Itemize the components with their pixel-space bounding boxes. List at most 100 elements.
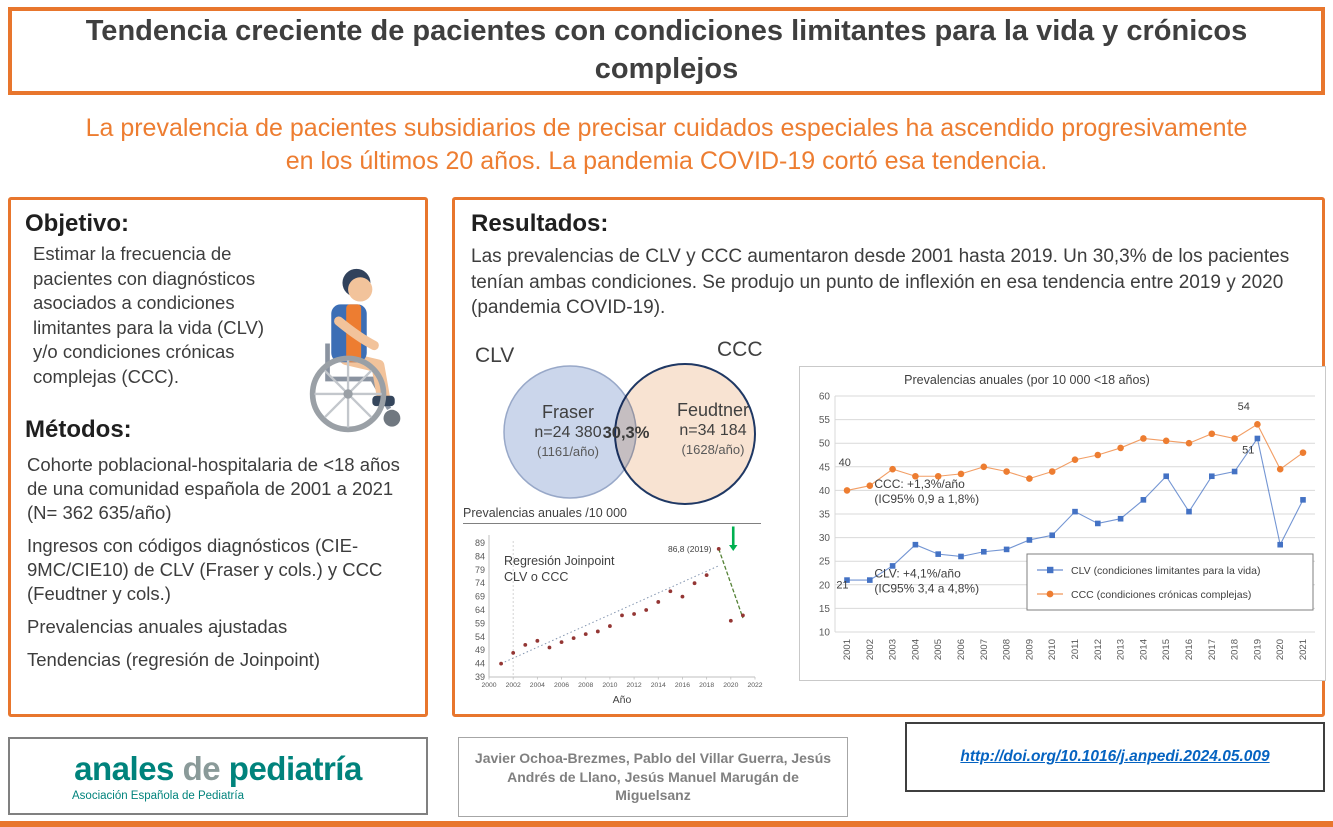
method-item: Prevalencias anuales ajustadas [27, 615, 288, 637]
svg-text:49: 49 [475, 645, 485, 655]
svg-text:39: 39 [475, 672, 485, 682]
svg-text:35: 35 [819, 510, 831, 521]
svg-text:2016: 2016 [675, 682, 690, 689]
doi-link[interactable]: http://doi.org/10.1016/j.anpedi.2024.05.… [960, 748, 1270, 765]
results-panel: Resultados: Las prevalencias de CLV y CC… [452, 197, 1326, 717]
objective-methods-panel: Objetivo: Estimar la frecuencia de pacie… [8, 197, 428, 717]
svg-text:(IC95% 3,4 a 4,8%): (IC95% 3,4 a 4,8%) [874, 582, 979, 596]
svg-text:51: 51 [1242, 445, 1254, 457]
svg-text:2015: 2015 [1161, 639, 1172, 660]
svg-text:2006: 2006 [956, 639, 967, 660]
poster-subtitle: La prevalencia de pacientes subsidiarios… [85, 114, 1248, 175]
svg-text:45: 45 [819, 462, 831, 473]
svg-text:2020: 2020 [1275, 639, 1286, 660]
venn-circles [503, 363, 756, 505]
svg-text:2008: 2008 [1002, 639, 1013, 660]
methods-list: Cohorte poblacional-hospitalaria de <18 … [25, 453, 411, 672]
authors-text: Javier Ochoa-Brezmes, Pablo del Villar G… [474, 749, 832, 804]
svg-text:59: 59 [475, 618, 485, 628]
svg-text:60: 60 [819, 392, 831, 403]
svg-text:2007: 2007 [979, 639, 990, 660]
svg-text:2002: 2002 [506, 682, 521, 689]
title-box: Tendencia creciente de pacientes con con… [8, 7, 1325, 95]
svg-text:2010: 2010 [602, 682, 617, 689]
venn-ccc-label: CCC [717, 338, 763, 361]
svg-text:2010: 2010 [1047, 639, 1058, 660]
svg-text:Regresión Joinpoint: Regresión Joinpoint [504, 554, 615, 568]
svg-text:CCC (condiciones crónicas comp: CCC (condiciones crónicas complejas) [1071, 589, 1251, 601]
svg-text:2013: 2013 [1116, 639, 1127, 660]
svg-text:Año: Año [613, 694, 632, 705]
venn-fraser-rate: (1161/año) [537, 444, 599, 459]
svg-text:64: 64 [475, 605, 485, 615]
svg-text:55: 55 [819, 415, 831, 426]
bottom-accent-bar [0, 821, 1333, 827]
joinpoint-chart: Prevalencias anuales /10 000 89 84 79 74 69 6… [463, 506, 765, 705]
method-item: Cohorte poblacional-hospitalaria de <18 … [27, 453, 400, 523]
svg-text:40: 40 [819, 486, 831, 497]
svg-text:2019: 2019 [1252, 639, 1263, 660]
methods-heading: Métodos: [25, 415, 132, 443]
method-item: Tendencias (regresión de Joinpoint) [27, 648, 321, 670]
method-item: Ingresos con códigos diagnósticos (CIE-9… [27, 534, 383, 604]
svg-text:20: 20 [819, 580, 831, 591]
poster-title: Tendencia creciente de pacientes con con… [85, 15, 1248, 85]
venn-overlap-value: 30,3% [602, 424, 650, 442]
svg-text:2009: 2009 [1024, 639, 1035, 660]
chart-legend: CLV (condiciones limitantes para la vida… [1026, 553, 1314, 611]
logo-pediatria: pediatría [228, 750, 363, 787]
svg-text:15: 15 [819, 604, 831, 615]
journal-logo: anales de pediatría [74, 750, 362, 788]
journal-logo-box: anales de pediatría Asociación Española … [8, 737, 428, 815]
svg-text:74: 74 [475, 578, 485, 588]
logo-anales: anales [74, 750, 174, 787]
svg-text:2012: 2012 [1093, 639, 1104, 660]
venn-diagram: CLV CCC Fraser n=24 380 (1161/año) 30,3%… [465, 332, 799, 514]
svg-text:21: 21 [836, 580, 848, 592]
wheelchair-person-icon [279, 256, 419, 446]
svg-text:2014: 2014 [651, 682, 666, 689]
results-heading: Resultados: [471, 210, 609, 237]
doi-box: http://doi.org/10.1016/j.anpedi.2024.05.… [905, 722, 1325, 792]
svg-text:79: 79 [475, 565, 485, 575]
objective-text: Estimar la frecuencia de pacientes con d… [33, 243, 264, 387]
svg-text:2006: 2006 [554, 682, 569, 689]
svg-text:2018: 2018 [1230, 639, 1241, 660]
svg-text:40: 40 [839, 457, 851, 469]
svg-text:2016: 2016 [1184, 639, 1195, 660]
svg-text:2011: 2011 [1070, 639, 1081, 659]
svg-text:CLV (condiciones limitantes pa: CLV (condiciones limitantes para la vida… [1071, 565, 1260, 577]
svg-text:2012: 2012 [627, 682, 642, 689]
svg-text:2003: 2003 [888, 639, 899, 660]
svg-text:CLV: +4,1%/año: CLV: +4,1%/año [874, 567, 961, 581]
svg-text:69: 69 [475, 592, 485, 602]
svg-text:54: 54 [1238, 401, 1250, 413]
svg-text:89: 89 [475, 538, 485, 548]
svg-text:2022: 2022 [747, 682, 762, 689]
svg-text:2014: 2014 [1138, 639, 1149, 660]
svg-text:2017: 2017 [1207, 639, 1218, 660]
venn-fraser-group: Fraser n=24 380 (1161/año) [499, 402, 637, 459]
svg-text:2018: 2018 [699, 682, 714, 689]
venn-fraser-n: n=24 380 [534, 424, 602, 441]
svg-text:2021: 2021 [1298, 639, 1309, 660]
svg-text:2001: 2001 [842, 639, 853, 660]
svg-text:2004: 2004 [530, 682, 545, 689]
joinpoint-title: Prevalencias anuales /10 000 [463, 506, 761, 524]
journal-tagline: Asociación Española de Pediatría [72, 790, 244, 802]
authors-box: Javier Ochoa-Brezmes, Pablo del Villar G… [458, 737, 848, 817]
results-text: Las prevalencias de CLV y CCC aumentaron… [471, 246, 1290, 319]
svg-text:50: 50 [819, 439, 831, 450]
svg-text:2008: 2008 [578, 682, 593, 689]
svg-text:2005: 2005 [933, 639, 944, 660]
svg-text:Prevalencias anuales (por 10 0: Prevalencias anuales (por 10 000 <18 año… [904, 373, 1150, 387]
venn-feudtner-n: n=34 184 [679, 422, 747, 439]
svg-text:44: 44 [475, 659, 485, 669]
objective-heading: Objetivo: [25, 210, 130, 237]
svg-text:10: 10 [819, 628, 831, 639]
venn-feudtner-group: Feudtner n=34 184 (1628/año) [651, 400, 775, 457]
svg-text:2002: 2002 [865, 639, 876, 660]
covid-drop-arrow-icon [729, 526, 738, 552]
